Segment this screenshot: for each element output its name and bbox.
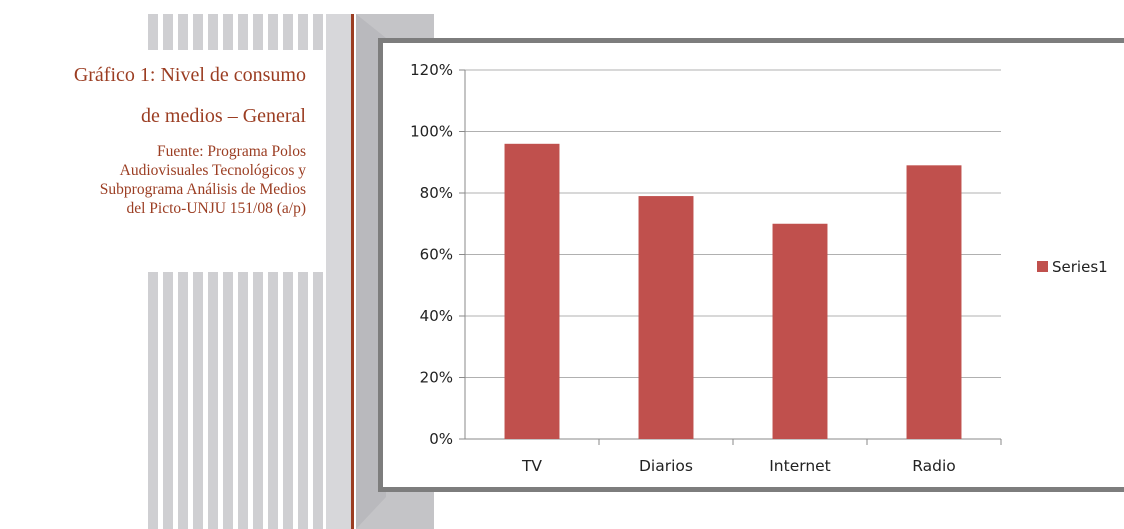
y-tick-label: 20%: [420, 369, 453, 387]
caption-source-line: Audiovisuales Tecnológicos y: [119, 162, 306, 179]
accent-line: [351, 14, 354, 529]
bar-chart: 0% 20% 40% 60% 80% 100% 120% TV Diarios Internet R…: [410, 61, 1108, 475]
caption-source-line: Subprograma Análisis de Medios: [99, 181, 306, 198]
y-tick-label: 60%: [420, 246, 453, 264]
bar-radio: [906, 165, 962, 439]
y-tick-label: 40%: [420, 307, 453, 325]
y-tick-label: 80%: [420, 184, 453, 202]
caption-title-line1: Gráfico 1: Nivel de consumo: [73, 64, 306, 86]
caption-source-line: Fuente: Programa Polos: [157, 143, 306, 160]
chart-frame: 0% 20% 40% 60% 80% 100% 120% TV Diarios Internet R…: [378, 38, 1124, 492]
y-tick-label: 120%: [410, 61, 453, 79]
x-tick-label: TV: [521, 457, 542, 475]
legend-swatch: [1037, 261, 1048, 272]
caption-source-line: del Picto-UNJU 151/08 (a/p): [126, 200, 306, 217]
grey-band: [326, 14, 352, 529]
x-tick-label: Diarios: [639, 457, 693, 475]
bar-tv: [504, 143, 560, 440]
bar-internet: [772, 223, 828, 439]
x-tick-label: Radio: [912, 457, 956, 475]
caption-title-line2: de medios – General: [141, 105, 306, 127]
bar-diarios: [638, 196, 694, 439]
y-tick-label: 0%: [429, 430, 453, 448]
bottom-stripes: [148, 272, 323, 529]
caption-source: Fuente: Programa Polos Audiovisuales Tec…: [0, 142, 306, 218]
y-tick-label: 100%: [410, 123, 453, 141]
top-stripes: [148, 14, 323, 50]
x-tick-label: Internet: [769, 457, 831, 475]
figure-caption: Gráfico 1: Nivel de consumo de medios – …: [0, 62, 306, 218]
legend-label: Series1: [1052, 258, 1108, 276]
